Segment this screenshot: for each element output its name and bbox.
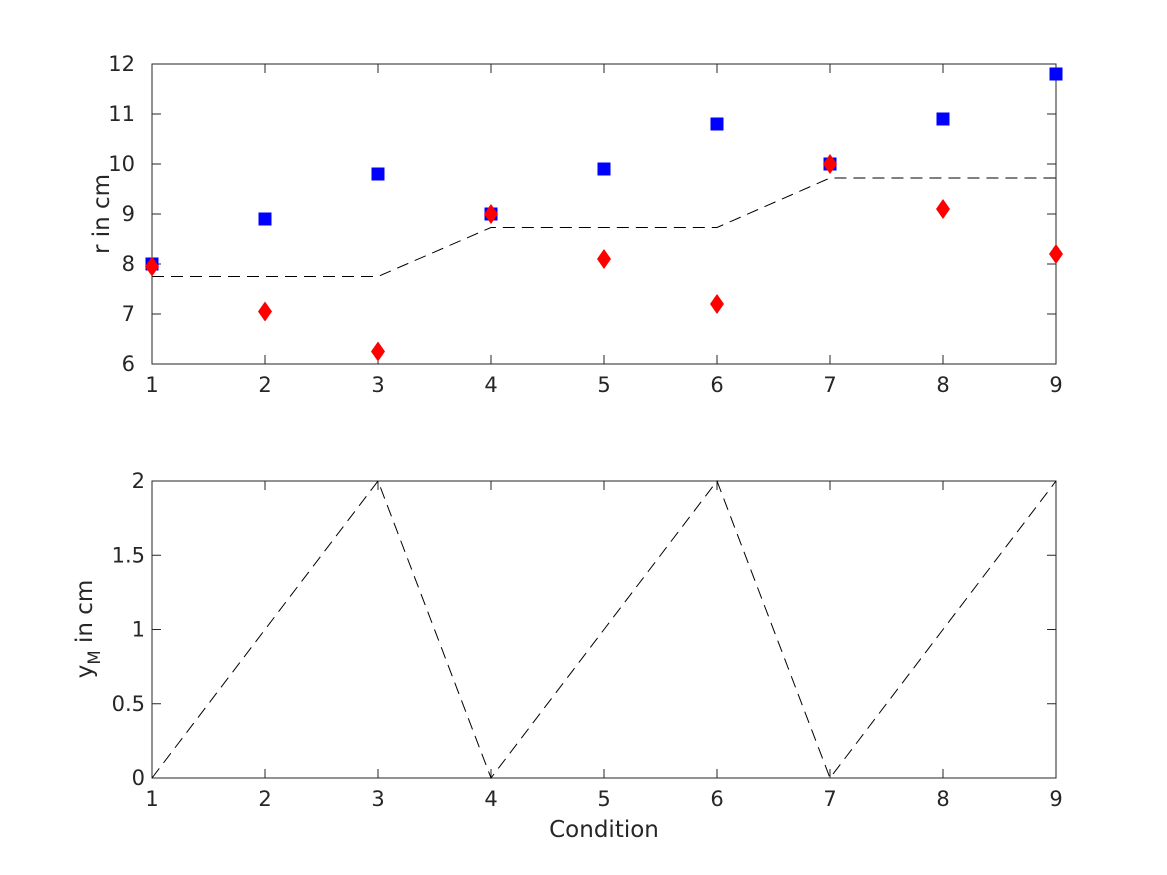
top-plot-x-tick-label: 3 xyxy=(371,373,384,397)
blue-squares-point xyxy=(597,162,611,176)
bottom-plot-x-tick-label: 2 xyxy=(258,787,271,811)
bottom-plot-xlabel: Condition xyxy=(549,817,659,843)
top-plot-x-tick-label: 4 xyxy=(484,373,497,397)
red-diamonds-point xyxy=(710,294,724,314)
red-diamonds-point xyxy=(1049,244,1063,264)
bottom-plot-ylabel-rest: in cm xyxy=(72,579,99,651)
top-plot-y-tick-label: 7 xyxy=(122,302,135,326)
bottom-plot-ylabel-sub: M xyxy=(85,650,105,665)
bottom-plot-y-tick-label: 0 xyxy=(132,766,145,790)
blue-squares-point xyxy=(710,117,724,131)
bottom-plot-xlabel-text: Condition xyxy=(549,817,659,843)
bottom-plot-ylabel-base: y xyxy=(72,664,99,679)
bottom-plot-x-tick-label: 6 xyxy=(710,787,723,811)
top-plot-x-tick-label: 6 xyxy=(710,373,723,397)
top-plot-x-tick-label: 8 xyxy=(936,373,949,397)
bottom-plot-y-tick-label: 1 xyxy=(132,618,145,642)
top-plot-ylabel: r in cm xyxy=(89,174,115,254)
top-plot-y-tick-label: 12 xyxy=(108,52,135,76)
ym-dashed-line xyxy=(151,479,1057,780)
red-diamonds-point xyxy=(258,301,272,322)
blue-squares-point xyxy=(258,212,272,226)
red-diamonds-point xyxy=(484,204,498,224)
top-plot-y-tick-label: 8 xyxy=(122,252,135,276)
top-plot-y-tick-label: 11 xyxy=(108,102,135,126)
top-plot-ylabel-text: r in cm xyxy=(89,173,115,255)
top-plot-x-tick-label: 1 xyxy=(145,373,158,397)
red-diamonds-point xyxy=(371,341,385,362)
top-plot-x-tick-label: 9 xyxy=(1049,373,1062,397)
blue-squares-point xyxy=(1049,67,1063,81)
top-plot-x-tick-label: 5 xyxy=(597,373,610,397)
bottom-plot-x-tick-label: 4 xyxy=(484,787,497,811)
red-diamonds-point xyxy=(936,199,950,219)
top-plot-x-tick-label: 7 xyxy=(823,373,836,397)
bottom-plot-y-tick-label: 2 xyxy=(132,469,145,493)
red-diamonds-point xyxy=(823,154,837,174)
bottom-plot-x-tick-label: 9 xyxy=(1049,787,1062,811)
red-diamonds-point xyxy=(145,256,159,277)
bottom-plot-x-tick-label: 8 xyxy=(936,787,949,811)
mean-dashed-line xyxy=(152,177,1056,277)
bottom-plot-y-tick-label: 1.5 xyxy=(112,543,145,567)
bottom-plot-x-tick-label: 1 xyxy=(145,787,158,811)
red-diamonds-point xyxy=(597,249,611,269)
bottom-plot-x-tick-label: 3 xyxy=(371,787,384,811)
top-plot-y-tick-label: 9 xyxy=(122,202,135,226)
bottom-plot-ylabel: yM in cm xyxy=(72,579,105,679)
blue-squares-point xyxy=(936,112,950,126)
top-plot-x-tick-label: 2 xyxy=(258,373,271,397)
top-plot-y-tick-label: 6 xyxy=(122,352,135,376)
bottom-plot-x-tick-label: 7 xyxy=(823,787,836,811)
top-plot-y-tick-label: 10 xyxy=(108,152,135,176)
bottom-plot-y-tick-label: 0.5 xyxy=(112,692,145,716)
blue-squares-point xyxy=(371,167,385,181)
bottom-plot-x-tick-label: 5 xyxy=(597,787,610,811)
top-plot-frame xyxy=(151,63,1057,365)
